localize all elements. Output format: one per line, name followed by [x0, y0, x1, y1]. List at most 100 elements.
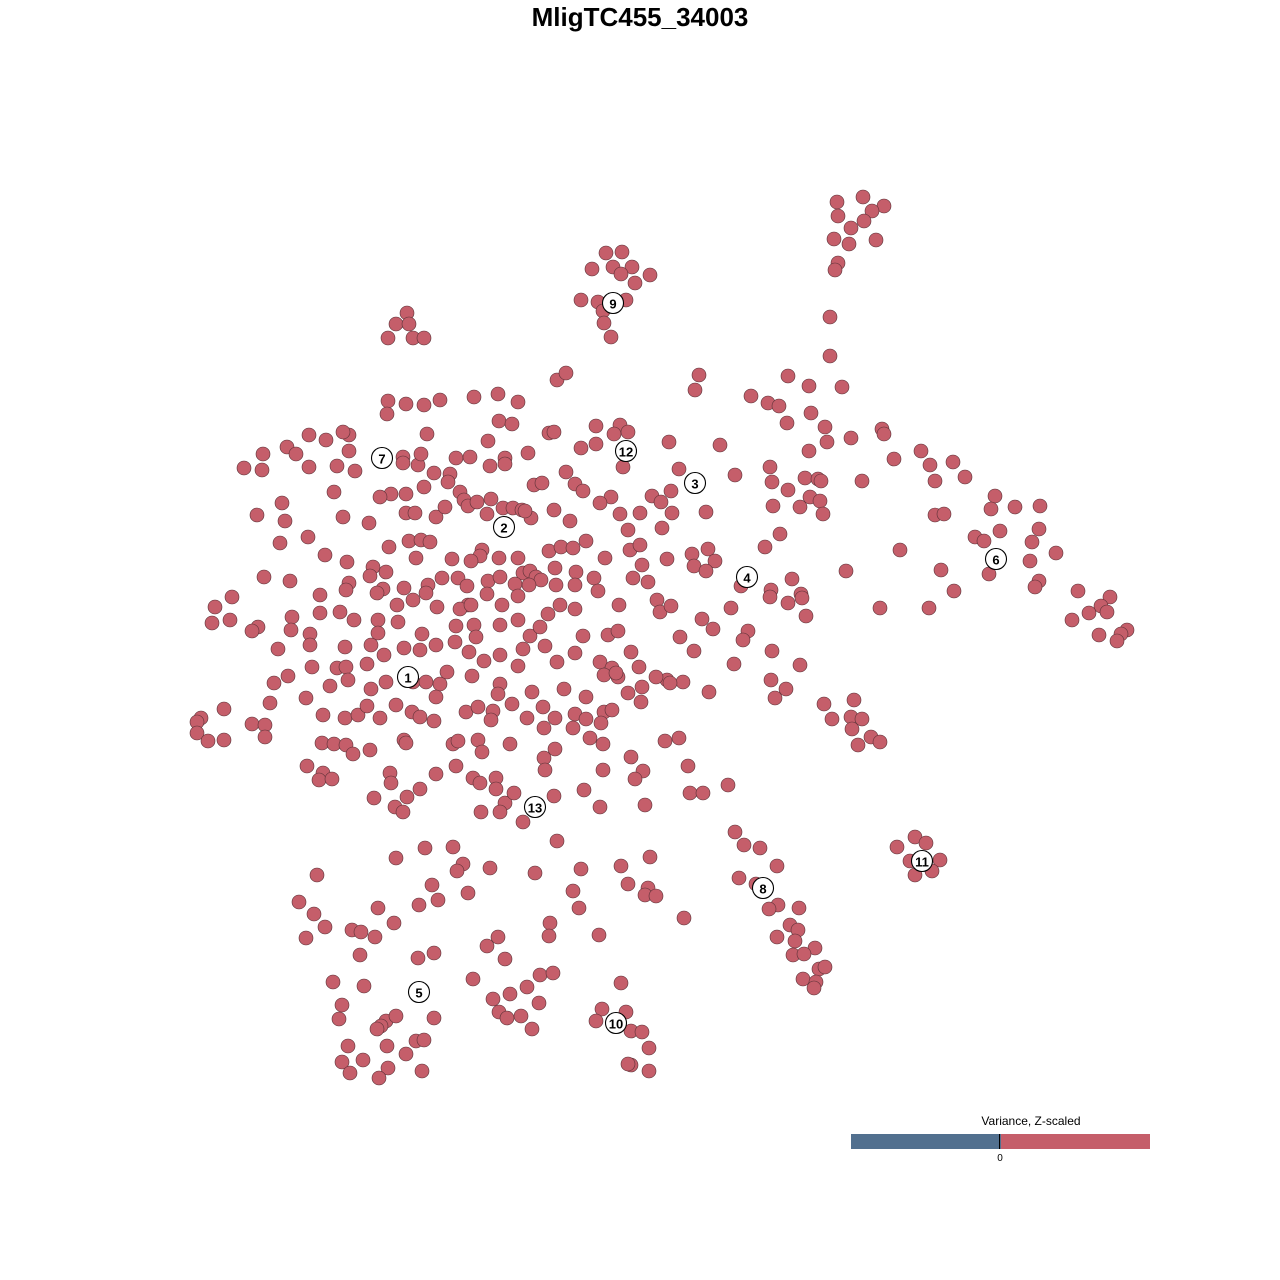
data-point: [767, 690, 783, 706]
data-point: [769, 858, 785, 874]
data-point: [662, 675, 678, 691]
data-point: [1109, 633, 1125, 649]
data-point: [466, 389, 482, 405]
color-scale-high: [1000, 1134, 1150, 1149]
data-point: [362, 568, 378, 584]
data-point: [803, 405, 819, 421]
data-point: [326, 484, 342, 500]
data-point: [764, 643, 780, 659]
data-point: [547, 741, 563, 757]
data-point: [340, 672, 356, 688]
data-point: [386, 915, 402, 931]
data-point: [922, 457, 938, 473]
data-point: [369, 1021, 385, 1037]
cluster-label-text: 5: [415, 986, 422, 1001]
data-point: [592, 799, 608, 815]
data-point: [407, 505, 423, 521]
data-point: [606, 426, 622, 442]
data-point: [541, 928, 557, 944]
data-point: [346, 612, 362, 628]
data-point: [736, 837, 752, 853]
data-point: [654, 520, 670, 536]
data-point: [282, 573, 298, 589]
data-point: [578, 689, 594, 705]
cluster-label-circle: [751, 876, 775, 900]
data-point: [784, 571, 800, 587]
data-point: [627, 275, 643, 291]
data-point: [515, 814, 531, 830]
data-point: [482, 860, 498, 876]
data-point: [615, 459, 631, 475]
data-point: [659, 551, 675, 567]
data-point: [352, 947, 368, 963]
data-point: [634, 679, 650, 695]
data-point: [416, 479, 432, 495]
data-point: [216, 732, 232, 748]
data-point: [576, 782, 592, 798]
data-point: [913, 443, 929, 459]
cluster-label-circle: [601, 291, 625, 315]
data-point: [663, 483, 679, 499]
data-point: [801, 378, 817, 394]
data-point: [510, 550, 526, 566]
data-point: [812, 493, 828, 509]
data-point: [547, 710, 563, 726]
data-point: [801, 443, 817, 459]
cluster-label-circle: [370, 446, 394, 470]
data-point: [565, 883, 581, 899]
data-point: [855, 189, 871, 205]
data-point: [695, 785, 711, 801]
data-point: [735, 632, 751, 648]
data-point: [207, 599, 223, 615]
data-point: [419, 426, 435, 442]
data-point: [266, 675, 282, 691]
data-point: [573, 440, 589, 456]
data-point: [302, 637, 318, 653]
data-point: [300, 529, 316, 545]
data-point: [707, 553, 723, 569]
data-point: [444, 551, 460, 567]
data-point: [189, 725, 205, 741]
data-point: [426, 713, 442, 729]
data-point: [531, 995, 547, 1011]
data-point: [249, 507, 265, 523]
data-point: [613, 266, 629, 282]
data-point: [312, 605, 328, 621]
data-point: [312, 587, 328, 603]
data-point: [562, 513, 578, 529]
data-point: [473, 804, 489, 820]
data-point: [470, 699, 486, 715]
data-point: [432, 676, 448, 692]
data-point: [542, 915, 558, 931]
data-point: [395, 804, 411, 820]
data-point: [634, 557, 650, 573]
data-point: [603, 329, 619, 345]
data-point: [868, 232, 884, 248]
data-point: [573, 292, 589, 308]
data-point: [813, 473, 829, 489]
data-point: [640, 574, 656, 590]
data-point: [992, 523, 1008, 539]
data-point: [772, 526, 788, 542]
data-point: [363, 681, 379, 697]
data-point: [597, 550, 613, 566]
data-point: [359, 656, 375, 672]
data-point: [624, 259, 640, 275]
cluster-label-text: 3: [691, 477, 698, 492]
data-point: [797, 470, 813, 486]
data-point: [519, 710, 535, 726]
data-point: [418, 585, 434, 601]
data-point: [472, 775, 488, 791]
data-point: [306, 906, 322, 922]
data-point: [625, 570, 641, 586]
data-point: [339, 554, 355, 570]
data-point: [461, 644, 477, 660]
data-point: [571, 900, 587, 916]
data-point: [578, 533, 594, 549]
data-point: [611, 597, 627, 613]
data-point: [350, 707, 366, 723]
data-point: [337, 710, 353, 726]
data-point: [575, 628, 591, 644]
data-point: [345, 746, 361, 762]
cluster-label-text: 10: [609, 1017, 623, 1032]
